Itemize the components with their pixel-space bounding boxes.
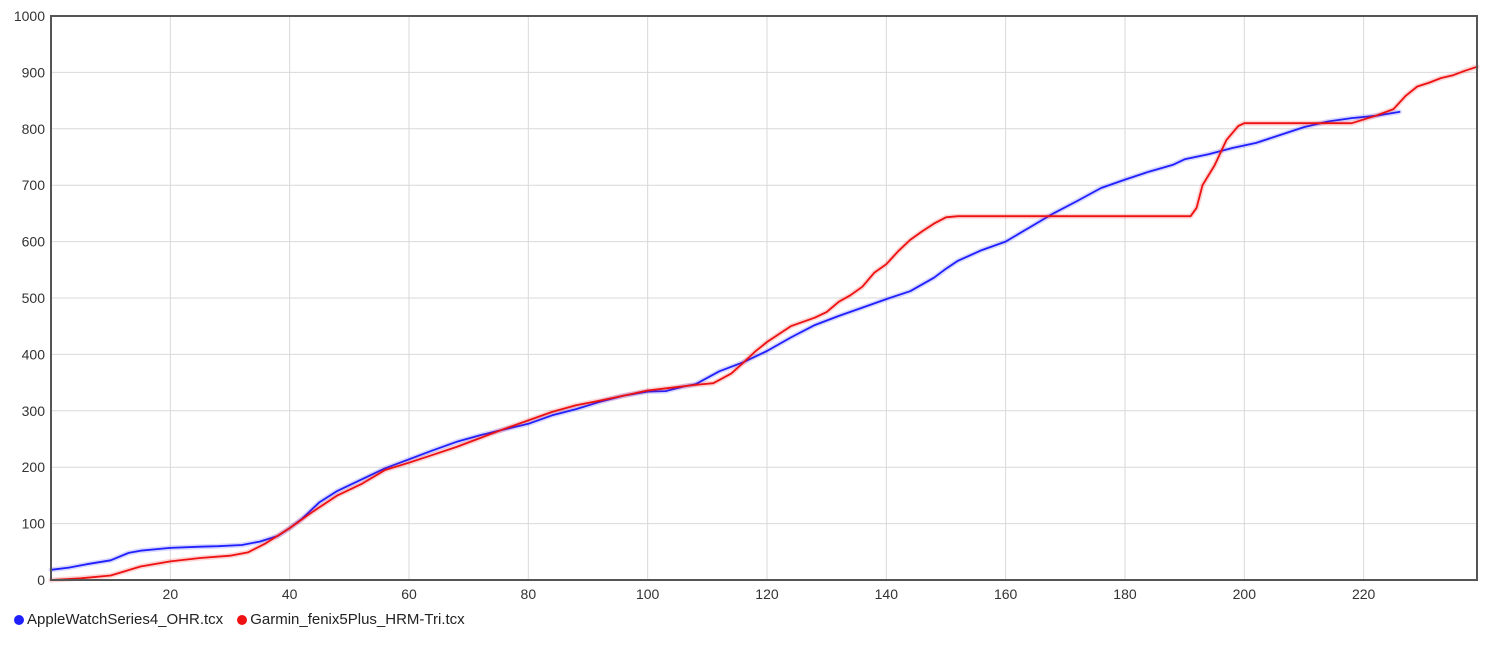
y-tick-label: 300 [22,403,46,419]
series-2-line[interactable] [50,65,1478,581]
y-tick-label: 600 [22,234,46,250]
x-tick-label: 220 [1352,586,1376,602]
y-tick-label: 400 [22,346,46,362]
x-tick-label: 100 [636,586,660,602]
y-tick-label: 900 [22,64,46,80]
legend-item-series-1[interactable]: AppleWatchSeries4_OHR.tcx [14,611,223,628]
x-tick-label: 80 [521,586,537,602]
series-1-shadow [48,109,1402,573]
series-2-shadow [48,64,1480,583]
y-tick-label: 500 [22,290,46,306]
x-tick-label: 140 [875,586,899,602]
chart-legend: AppleWatchSeries4_OHR.tcx Garmin_fenix5P… [14,611,465,628]
legend-item-series-2[interactable]: Garmin_fenix5Plus_HRM-Tri.tcx [237,611,465,628]
legend-label-series-2: Garmin_fenix5Plus_HRM-Tri.tcx [250,611,465,628]
x-tick-label: 60 [401,586,417,602]
x-tick-label: 120 [755,586,779,602]
y-tick-label: 200 [22,459,46,475]
x-tick-label: 40 [282,586,298,602]
y-tick-label: 0 [37,572,45,588]
legend-marker-series-2 [237,614,248,625]
y-tick-label: 100 [22,516,46,532]
y-tick-label: 800 [22,121,46,137]
plot-frame [50,15,1478,581]
x-tick-label: 200 [1233,586,1257,602]
legend-label-series-1: AppleWatchSeries4_OHR.tcx [27,611,224,628]
legend-marker-series-1 [14,614,24,625]
series-1-line[interactable] [50,111,1401,571]
y-tick-label: 700 [22,177,46,193]
x-tick-label: 20 [163,586,179,602]
y-tick-label: 1000 [14,8,45,24]
x-tick-label: 180 [1113,586,1137,602]
x-tick-label: 160 [994,586,1018,602]
